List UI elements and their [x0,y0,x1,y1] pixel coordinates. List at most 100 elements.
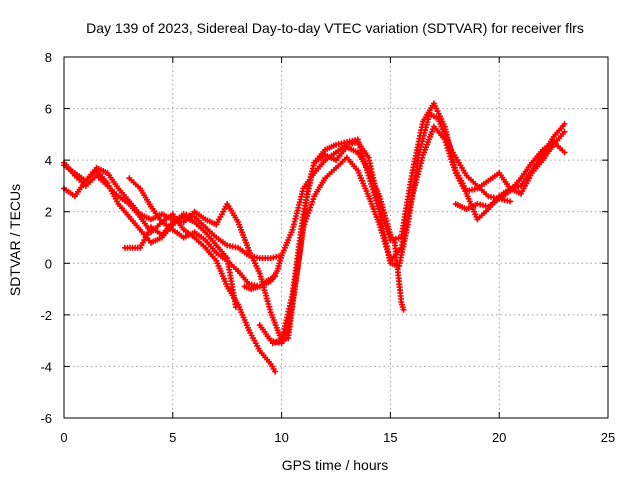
data-point [269,256,273,260]
data-point [476,184,479,188]
data-point [432,102,436,105]
data-point [182,228,186,232]
data-point [563,151,566,154]
data-point [334,166,338,170]
data-point [214,223,218,227]
x-tick-label: 0 [60,430,67,445]
data-point [291,292,294,296]
data-point [193,220,197,224]
y-tick-label: -6 [40,411,52,426]
data-point [138,212,142,216]
data-point [302,212,305,216]
data-point [149,218,153,221]
data-point [204,238,207,242]
data-point [421,120,425,123]
x-tick-label: 25 [601,430,615,445]
y-axis-label: SDTVAR / TECUs [7,184,23,296]
series-line [271,112,512,345]
data-point [247,254,251,257]
data-point [182,212,186,216]
x-tick-label: 5 [169,430,176,445]
data-point [345,145,349,149]
data-point [476,202,479,206]
data-point [345,140,349,144]
data-point [182,236,186,239]
data-point [265,279,268,283]
y-tick-label: 2 [45,205,52,220]
data-point [530,161,534,165]
data-point [323,176,327,180]
data-point [476,218,479,221]
data-point [286,328,290,332]
data-point [243,285,247,288]
data-point [454,169,458,172]
data-point [465,207,468,211]
series-track-3 [61,123,568,344]
x-tick-label: 15 [383,430,397,445]
data-point [486,205,490,209]
data-point [106,171,109,175]
data-point [73,171,77,175]
data-point [389,233,392,237]
series-markers [61,159,279,375]
axis-ticks [63,56,609,419]
x-tick-labels: 0 5 10 15 20 25 [60,430,615,445]
data-point [428,112,431,116]
data-point [214,259,218,263]
data-point [552,135,555,139]
series-track-1 [61,159,279,375]
data-point [389,261,392,265]
data-point [127,176,131,180]
data-point [95,166,98,170]
series-track-8 [452,139,568,213]
data-point [449,148,453,152]
data-point [378,210,381,214]
data-point [171,212,175,216]
y-tick-label: 8 [45,50,52,65]
data-point [236,220,240,224]
data-point [280,254,283,257]
chart-title: Day 139 of 2023, Sidereal Day-to-day VTE… [86,20,584,36]
data-point [563,130,566,134]
data-point [465,174,468,178]
y-tick-label: -2 [40,308,52,323]
data-point [323,148,327,152]
data-point [454,202,458,206]
y-tick-label: 0 [45,256,52,271]
series-line [62,125,566,342]
data-series [61,100,568,375]
data-point [519,184,523,188]
data-point [123,246,127,250]
x-tick-label: 10 [274,430,288,445]
data-point [334,158,338,162]
data-point [247,328,251,332]
data-point [345,156,349,160]
data-point [247,282,251,286]
data-point [465,189,468,193]
data-point [367,194,370,198]
data-point [214,236,218,239]
data-point [508,189,512,193]
data-point [393,241,397,245]
data-point [225,259,229,263]
series-markers [61,167,239,311]
data-point [397,264,401,268]
data-point [160,220,164,224]
series-track-7 [269,110,514,347]
data-point [367,174,370,178]
data-point [406,223,410,227]
data-point [171,228,175,232]
data-point [497,197,501,201]
y-tick-label: 6 [45,102,52,117]
data-point [73,194,77,198]
data-point [291,228,294,232]
data-point [236,246,240,250]
data-point [193,230,197,234]
data-point [273,274,277,278]
data-point [269,339,273,342]
data-point [436,117,440,121]
data-point [497,171,501,175]
data-point [214,243,218,247]
data-point [204,218,207,221]
